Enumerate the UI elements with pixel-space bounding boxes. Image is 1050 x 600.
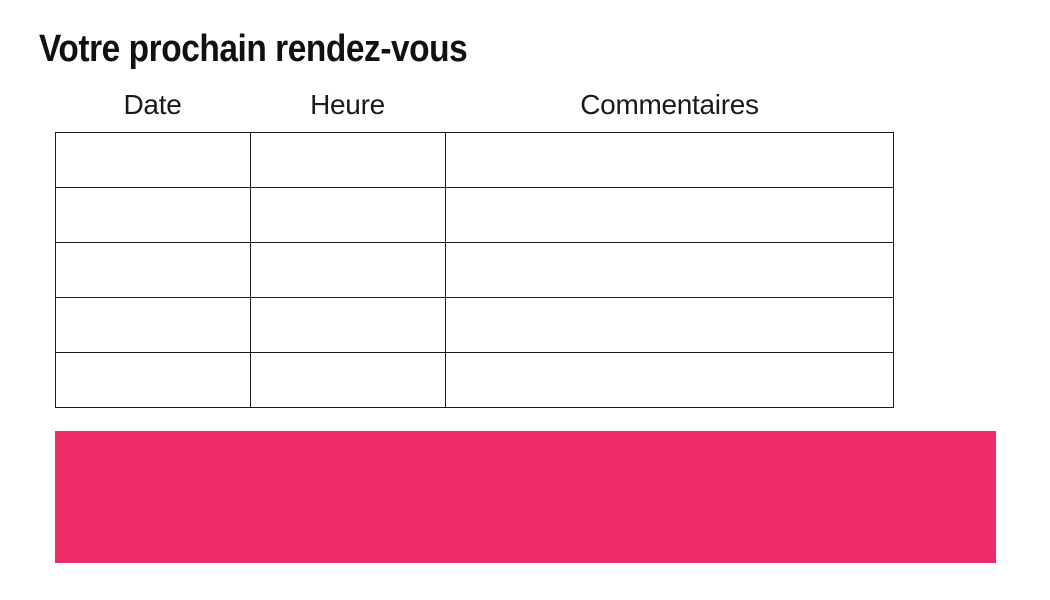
column-header-heure: Heure (310, 89, 385, 120)
table-cell (55, 297, 251, 353)
table-cell (445, 132, 894, 188)
table-cell (445, 352, 894, 408)
table-cell (55, 132, 251, 188)
page-title: Votre prochain rendez-vous (39, 28, 468, 70)
table-cell (250, 132, 446, 188)
table-cell (55, 242, 251, 298)
appointments-table (55, 132, 894, 408)
table-cell (55, 187, 251, 243)
table-cell (445, 242, 894, 298)
table-row (55, 187, 894, 243)
table-header-row: Date Heure Commentaires (55, 91, 894, 119)
table-row (55, 297, 894, 353)
table-cell (250, 352, 446, 408)
column-header-commentaires: Commentaires (580, 89, 759, 120)
table-cell (250, 187, 446, 243)
table-row (55, 132, 894, 188)
table-cell (445, 187, 894, 243)
table-cell (250, 297, 446, 353)
appointments-table-body (55, 132, 894, 408)
table-row (55, 352, 894, 408)
table-row (55, 242, 894, 298)
table-cell (445, 297, 894, 353)
table-cell (55, 352, 251, 408)
column-header-date: Date (123, 89, 182, 120)
table-cell (250, 242, 446, 298)
highlight-band (55, 431, 996, 563)
